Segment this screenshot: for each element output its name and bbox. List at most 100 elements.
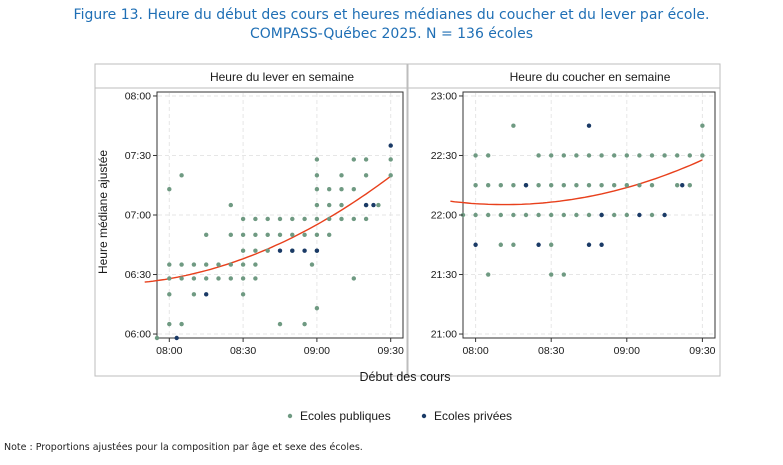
right-point-private-2 (536, 242, 541, 247)
panel-right-header (407, 63, 721, 89)
left-point-public-37 (277, 232, 283, 238)
right-point-public-8 (498, 242, 503, 247)
left-point-public-44 (302, 216, 307, 222)
right-point-private-8 (662, 212, 667, 218)
right-point-public-14 (511, 123, 516, 128)
legend-private-label: Ecoles privées (434, 409, 512, 423)
left-point-public-60 (339, 187, 344, 192)
legend-public-marker (287, 413, 293, 419)
right-point-public-28 (561, 153, 566, 158)
left-point-public-49 (314, 216, 320, 222)
right-point-public-45 (637, 153, 642, 158)
left-point-private-8 (388, 143, 393, 148)
right-point-public-54 (700, 153, 705, 158)
left-ytick-label-3: 07:30 (125, 150, 151, 162)
left-point-public-68 (363, 173, 369, 178)
right-point-private-6 (599, 212, 604, 218)
right-point-public-37 (599, 153, 604, 158)
panel-right-xticks: 08:00 08:30 09:00 09:30 (462, 338, 716, 357)
panel-left-xticks: 08:00 08:30 09:00 09:30 (156, 338, 404, 357)
panel-left-header (94, 63, 408, 89)
right-point-private-5 (599, 242, 604, 247)
left-point-public-2 (167, 292, 172, 297)
right-point-public-29 (574, 212, 579, 218)
left-point-public-18 (228, 276, 233, 281)
left-point-public-65 (351, 157, 356, 162)
left-point-public-62 (351, 276, 356, 281)
left-point-private-2 (277, 248, 283, 253)
right-point-public-27 (561, 183, 566, 188)
right-point-public-48 (649, 153, 655, 158)
x-axis-label: Début des cours (359, 370, 450, 384)
right-point-private-7 (637, 212, 642, 218)
legend: Ecoles publiques Ecoles privées (287, 409, 512, 423)
left-ytick-label-4: 08:00 (125, 90, 151, 102)
footnote: Note : Proportions ajustées pour la comp… (4, 442, 363, 453)
right-ytick-label-3: 22:30 (431, 150, 457, 162)
left-point-public-8 (179, 262, 184, 267)
left-point-public-30 (253, 248, 258, 253)
right-xtick-label-2: 09:00 (614, 345, 640, 357)
left-point-public-57 (327, 187, 332, 192)
left-point-public-41 (290, 216, 295, 222)
right-point-public-2 (473, 183, 478, 188)
left-point-public-63 (351, 216, 356, 222)
right-point-public-12 (511, 212, 516, 218)
left-point-public-19 (228, 262, 233, 267)
right-ytick-label-1: 21:30 (431, 269, 457, 281)
left-point-public-71 (388, 173, 393, 178)
left-point-public-70 (376, 202, 381, 208)
left-point-public-6 (179, 321, 184, 327)
panel-left-yticks: 06:00 06:30 07:00 07:30 08:00 (125, 90, 157, 341)
left-point-public-59 (339, 202, 344, 208)
right-point-public-41 (624, 212, 629, 218)
right-xtick-label-3: 09:30 (689, 345, 715, 357)
panel-left-title: Heure du lever en semaine (210, 70, 354, 84)
chart-title-line2: COMPASS-Québec 2025. N = 136 écoles (250, 26, 533, 42)
right-point-public-30 (574, 183, 579, 188)
left-point-public-43 (302, 232, 307, 238)
right-point-public-7 (486, 153, 491, 158)
legend-public-label: Ecoles publiques (300, 409, 391, 423)
right-point-public-10 (498, 183, 503, 188)
legend-private-marker (421, 413, 427, 419)
left-point-private-5 (314, 248, 320, 253)
left-point-public-5 (167, 187, 172, 192)
right-point-public-1 (473, 212, 478, 218)
left-point-private-6 (363, 202, 369, 208)
left-point-public-31 (253, 232, 258, 238)
right-point-public-51 (675, 153, 680, 158)
left-point-public-26 (240, 232, 246, 238)
right-xtick-label-0: 08:00 (462, 345, 488, 357)
left-point-public-11 (191, 276, 197, 281)
right-point-private-9 (680, 183, 685, 188)
left-point-public-34 (265, 232, 270, 238)
left-point-private-0 (174, 335, 179, 341)
left-point-public-48 (314, 232, 320, 238)
left-point-public-40 (290, 232, 295, 238)
right-point-private-1 (523, 183, 529, 188)
left-point-public-52 (314, 173, 320, 178)
left-point-public-27 (240, 216, 246, 222)
left-point-public-12 (191, 262, 197, 267)
left-ytick-label-2: 07:00 (125, 210, 151, 222)
right-point-public-24 (549, 153, 554, 158)
right-point-public-15 (523, 212, 529, 218)
left-point-public-3 (167, 276, 172, 281)
right-point-private-4 (586, 242, 592, 247)
left-point-public-10 (191, 292, 197, 297)
right-ytick-label-2: 22:00 (431, 210, 457, 222)
left-point-private-7 (371, 202, 376, 208)
right-point-public-36 (599, 183, 604, 188)
right-point-public-38 (612, 212, 617, 218)
right-point-public-52 (687, 183, 692, 188)
left-point-public-0 (154, 335, 160, 341)
right-point-public-18 (536, 183, 541, 188)
right-point-public-21 (549, 242, 554, 247)
right-point-public-5 (486, 212, 491, 218)
left-point-public-33 (265, 248, 270, 253)
left-point-public-50 (314, 202, 320, 208)
left-point-public-46 (309, 262, 315, 267)
panel-right-fit-line (450, 159, 703, 206)
right-point-public-9 (498, 212, 503, 218)
